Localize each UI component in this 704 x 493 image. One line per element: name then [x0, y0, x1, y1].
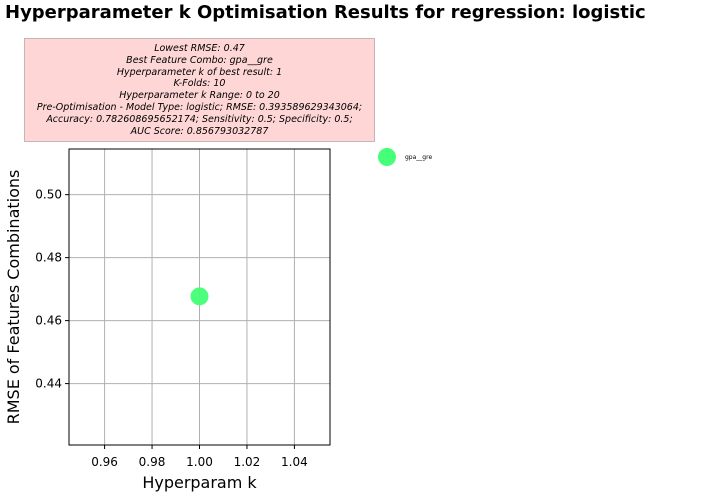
info-line: Hyperparameter k Range: 0 to 20	[119, 90, 280, 102]
x-tick-label: 1.04	[281, 455, 308, 469]
info-line: Lowest RMSE: 0.47	[154, 43, 245, 54]
info-line: K-Folds: 10	[173, 78, 226, 90]
x-axis-ticks: 0.96 0.98 1.00 1.02 1.04	[91, 445, 308, 469]
legend-label: gpa__gre	[405, 154, 432, 161]
data-points	[190, 287, 209, 306]
y-tick-label: 0.46	[35, 314, 62, 328]
chart-title: Hyperparameter k Optimisation Results fo…	[5, 2, 646, 23]
info-line: AUC Score: 0.856793032787	[130, 125, 269, 137]
info-line: Accuracy: 0.782608695652174; Sensitivity…	[46, 113, 353, 125]
legend: gpa__gre	[378, 148, 432, 166]
scatter-point	[190, 287, 209, 306]
info-line: Best Feature Combo: gpa__gre	[126, 54, 273, 66]
y-tick-label: 0.44	[35, 377, 62, 391]
y-axis-ticks: 0.44 0.46 0.48 0.50	[35, 188, 69, 391]
results-info-box: Lowest RMSE: 0.47 Best Feature Combo: gp…	[24, 38, 375, 142]
x-tick-label: 0.96	[91, 455, 118, 469]
y-tick-label: 0.50	[35, 188, 62, 202]
x-tick-label: 1.02	[234, 455, 261, 469]
x-axis-label: Hyperparam k	[142, 473, 257, 492]
legend-marker	[378, 148, 396, 166]
y-axis-label: RMSE of Features Combinations	[4, 170, 23, 425]
info-line: Pre-Optimisation - Model Type: logistic;…	[36, 101, 363, 113]
info-line: Hyperparameter k of best result: 1	[116, 66, 283, 78]
x-tick-label: 1.00	[186, 455, 213, 469]
y-tick-label: 0.48	[35, 251, 62, 265]
x-tick-label: 0.98	[139, 455, 166, 469]
